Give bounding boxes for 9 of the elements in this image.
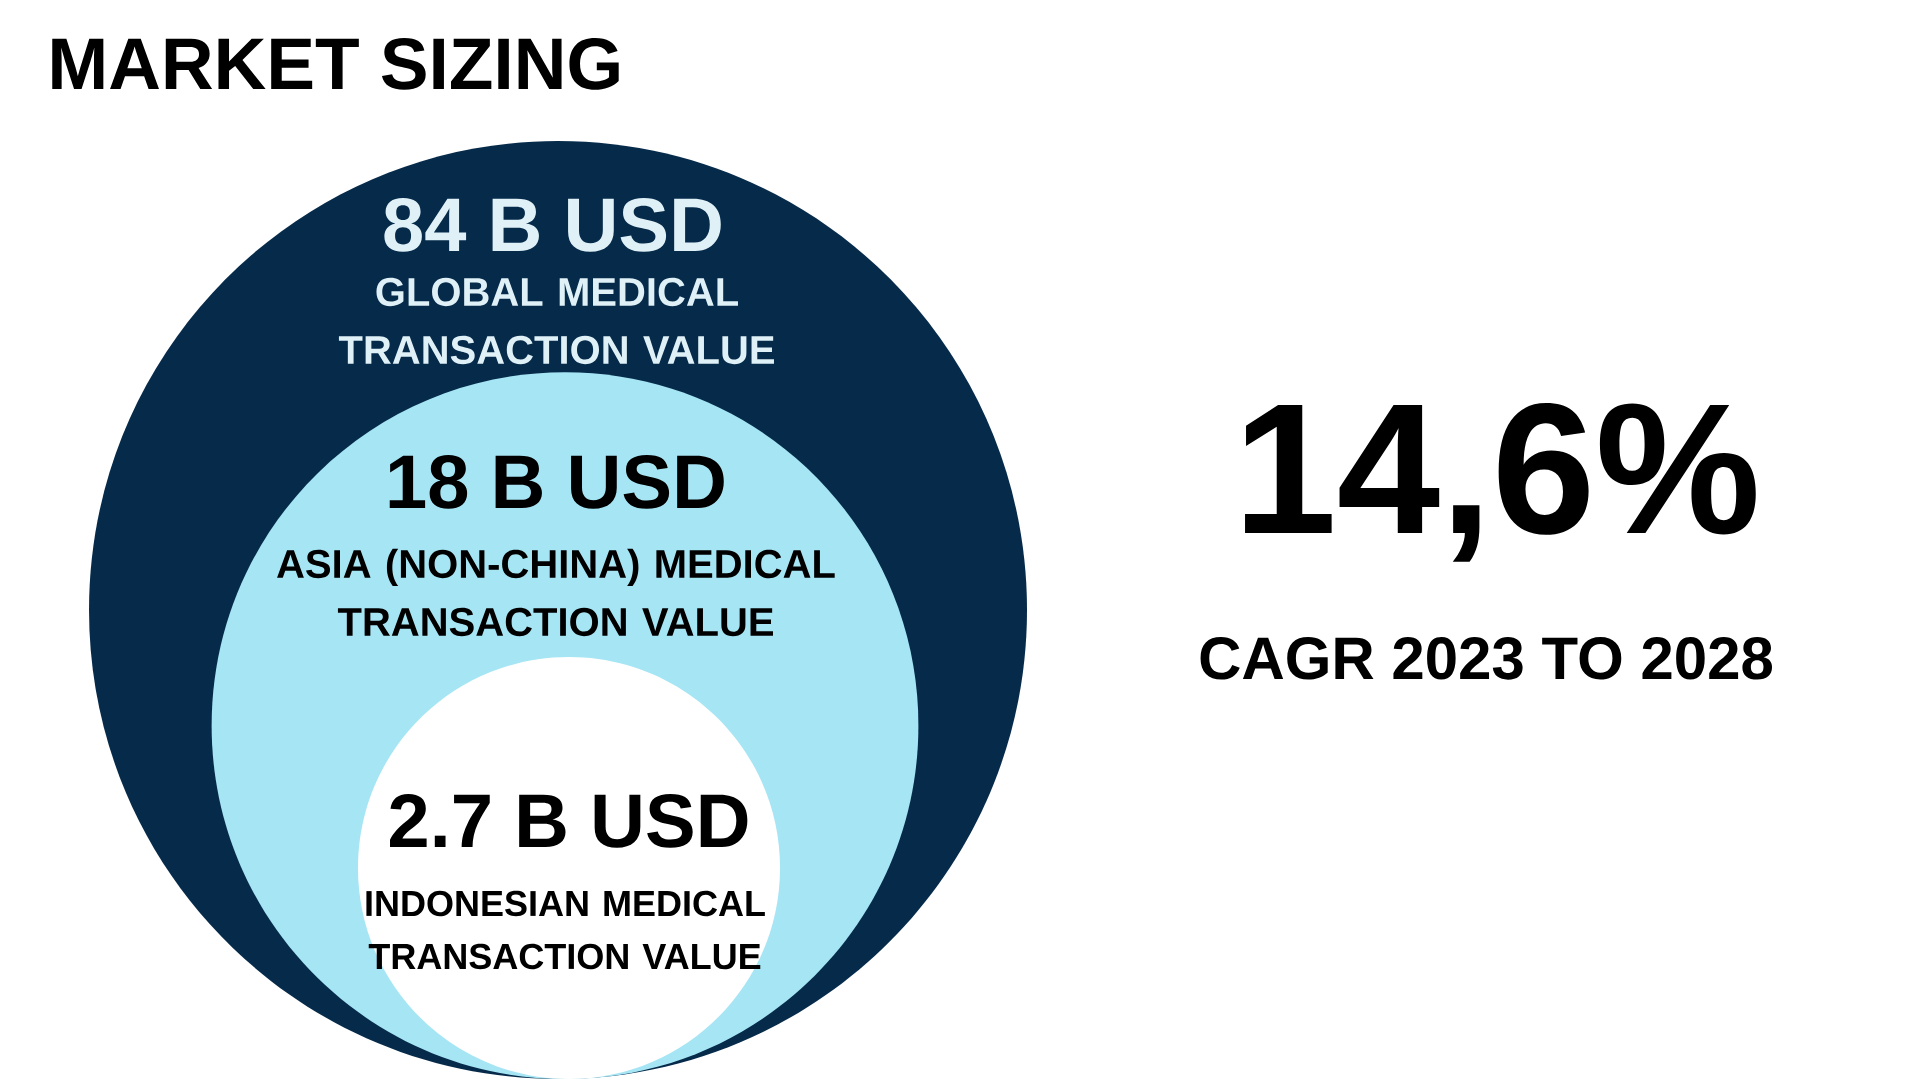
text: MARKET SIZING (52, 38, 619, 90)
text: 14,6% (1245, 403, 1756, 562)
category-label: INDONESIAN MEDICAL TRANSACTION VALUE (366, 890, 765, 970)
category-label: ASIA (NON-CHINA) MEDICAL TRANSACTION VALUE (277, 548, 835, 637)
data-label: 18 B USD (389, 454, 724, 509)
data-label: 84 B USD (384, 197, 721, 252)
category-label: GLOBAL MEDICAL TRANSACTION VALUE (338, 277, 774, 365)
data-label: 2.7 B USD (390, 793, 748, 848)
text: CAGR 2023 TO 2028 (1200, 637, 1773, 680)
